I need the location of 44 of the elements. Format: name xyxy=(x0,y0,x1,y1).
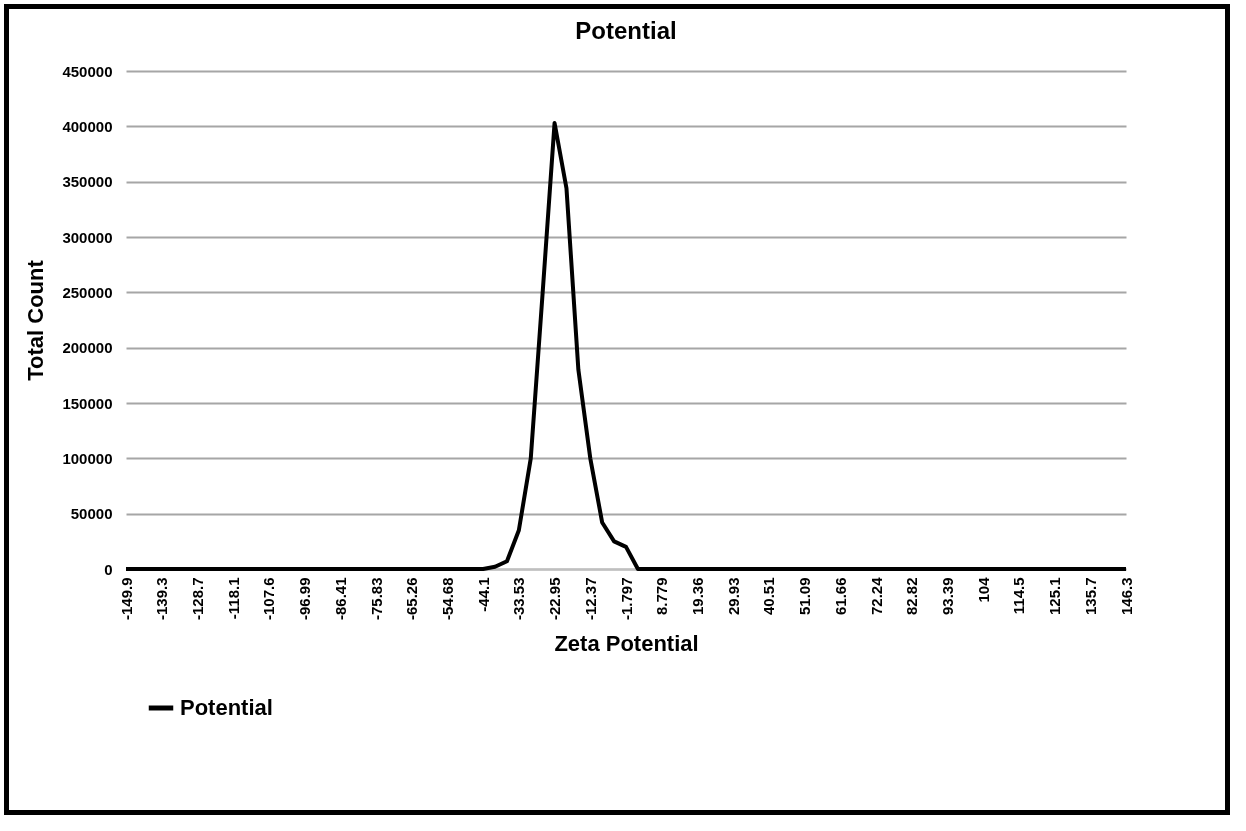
x-tick-label: 125.1 xyxy=(1046,577,1064,616)
x-tick-label: 146.3 xyxy=(1117,577,1135,616)
y-tick-label: 250000 xyxy=(62,283,113,301)
y-tick-label: 0 xyxy=(104,560,113,578)
x-tick-label: 61.66 xyxy=(831,577,849,616)
x-tick-label: -12.37 xyxy=(581,577,599,621)
x-tick-label: -139.3 xyxy=(153,577,171,621)
x-tick-label: 82.82 xyxy=(903,577,921,616)
x-tick-label: 29.93 xyxy=(724,577,742,616)
x-tick-label: 93.39 xyxy=(938,577,956,616)
x-tick-label: -54.68 xyxy=(438,577,456,621)
legend-label: Potential xyxy=(180,695,273,720)
x-tick-label: -96.99 xyxy=(296,577,314,621)
y-tick-label: 350000 xyxy=(62,173,113,191)
x-tick-label: -107.6 xyxy=(260,577,278,621)
x-tick-label: -149.9 xyxy=(117,577,135,621)
x-tick-label: 51.09 xyxy=(796,577,814,616)
x-tick-label: -75.83 xyxy=(367,577,385,621)
x-tick-label: -128.7 xyxy=(188,577,206,621)
y-tick-label: 400000 xyxy=(62,117,113,135)
x-tick-label: 40.51 xyxy=(760,577,778,616)
x-tick-label: -118.1 xyxy=(224,577,242,620)
x-tick-label: 72.24 xyxy=(867,576,885,616)
y-tick-label: 300000 xyxy=(62,228,113,246)
x-tick-label: 8.779 xyxy=(653,577,671,616)
x-tick-label: 104 xyxy=(974,576,992,603)
x-tick-label: -86.41 xyxy=(331,577,349,621)
x-tick-label: -33.53 xyxy=(510,577,528,621)
x-tick-label: -65.26 xyxy=(403,577,421,621)
y-tick-label: 100000 xyxy=(62,449,113,467)
y-axis-title: Total Count xyxy=(23,259,49,381)
x-tick-label: -44.1 xyxy=(474,577,492,612)
x-tick-label: -1.797 xyxy=(617,577,635,621)
y-tick-label: 150000 xyxy=(62,394,113,412)
y-tick-label: 450000 xyxy=(62,62,113,80)
x-tick-label: -22.95 xyxy=(546,577,564,621)
x-tick-label: 114.5 xyxy=(1010,577,1028,615)
x-tick-label: 135.7 xyxy=(1081,577,1099,616)
y-tick-label: 50000 xyxy=(70,505,113,523)
x-tick-label: 19.36 xyxy=(688,577,706,616)
chart-title: Potential xyxy=(575,17,677,44)
x-axis-title: Zeta Potential xyxy=(554,631,699,657)
y-tick-label: 200000 xyxy=(62,339,113,357)
line-series xyxy=(124,121,1128,571)
